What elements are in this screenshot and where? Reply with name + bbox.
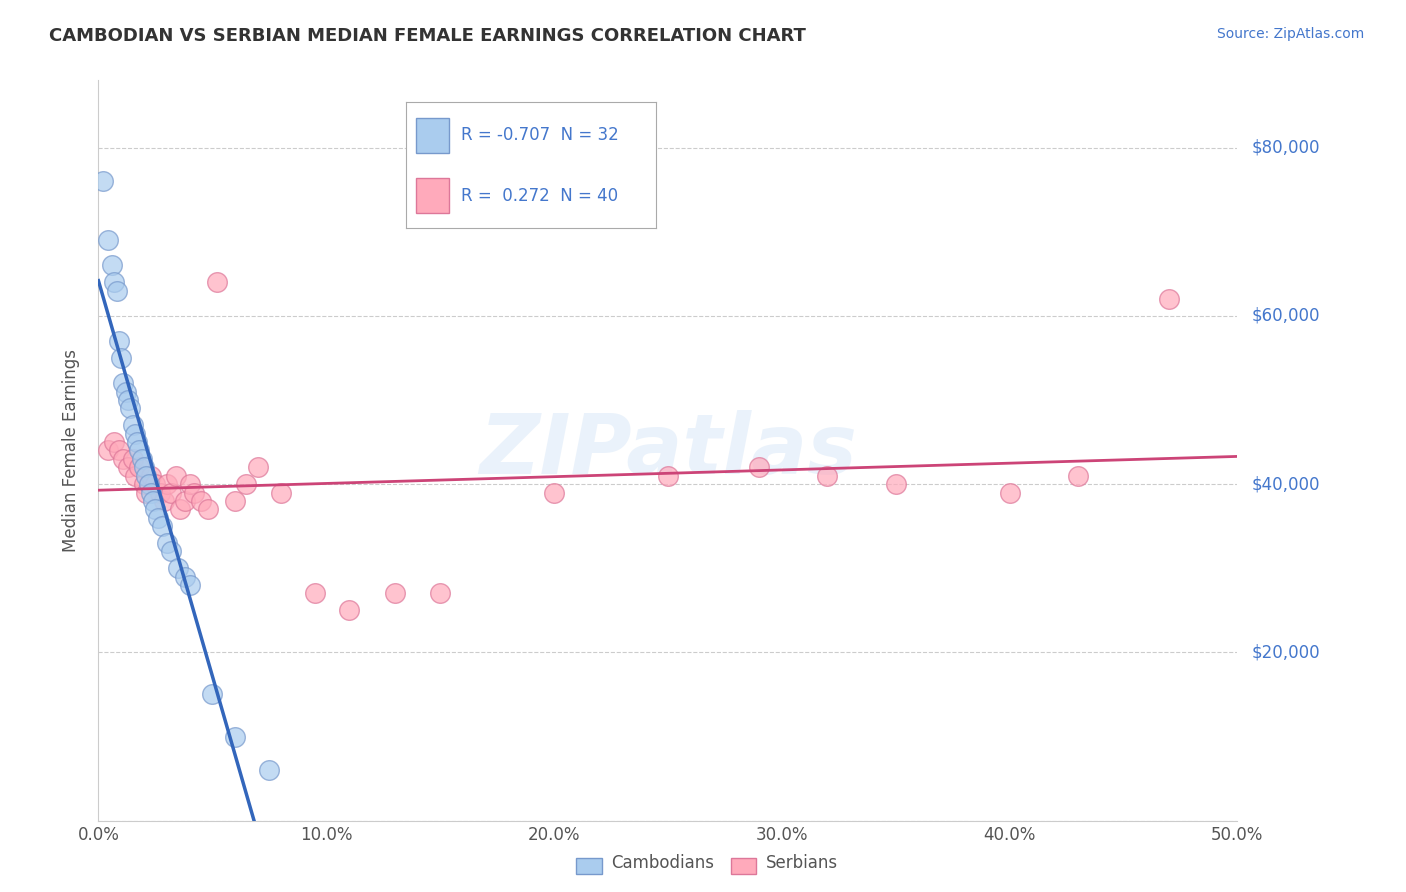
Point (103, 435, 125, 450)
Point (139, 485, 162, 500)
Point (384, 586, 406, 600)
Text: $20,000: $20,000 (1251, 643, 1320, 661)
Point (112, 451, 135, 466)
Point (135, 468, 157, 483)
Point (1157, 292, 1180, 306)
Point (121, 418, 143, 433)
Point (167, 561, 190, 575)
Point (657, 468, 679, 483)
Point (127, 435, 149, 450)
Point (998, 485, 1021, 500)
Point (135, 485, 157, 500)
Point (246, 460, 269, 475)
Text: ZIPatlas: ZIPatlas (479, 410, 856, 491)
Point (145, 502, 167, 516)
Point (748, 460, 770, 475)
Point (117, 392, 139, 407)
Point (132, 477, 155, 491)
Point (190, 494, 212, 508)
Point (101, 259, 124, 273)
Point (197, 502, 219, 516)
Point (179, 477, 201, 491)
Point (138, 477, 160, 491)
Point (169, 502, 191, 516)
Point (117, 460, 139, 475)
Point (156, 477, 179, 491)
Point (124, 426, 146, 441)
Point (142, 494, 165, 508)
Point (270, 485, 292, 500)
Point (96, 233, 118, 247)
Point (132, 460, 155, 475)
Text: CAMBODIAN VS SERBIAN MEDIAN FEMALE EARNINGS CORRELATION CHART: CAMBODIAN VS SERBIAN MEDIAN FEMALE EARNI… (49, 27, 806, 45)
Point (179, 578, 201, 592)
Text: Cambodians: Cambodians (612, 855, 714, 872)
Point (91, 174, 114, 188)
Point (815, 468, 838, 483)
Point (108, 443, 131, 458)
Point (103, 275, 125, 289)
Point (224, 730, 246, 744)
Point (429, 586, 451, 600)
Point (183, 485, 205, 500)
Point (160, 544, 183, 558)
Point (235, 477, 257, 491)
Point (259, 763, 281, 777)
Point (124, 468, 146, 483)
Point (121, 451, 143, 466)
Text: $80,000: $80,000 (1251, 138, 1320, 157)
Point (174, 569, 197, 583)
Text: $60,000: $60,000 (1251, 307, 1320, 325)
Point (112, 376, 135, 391)
Point (205, 275, 228, 289)
Point (145, 477, 167, 491)
Y-axis label: Median Female Earnings: Median Female Earnings (62, 349, 80, 552)
Point (543, 485, 565, 500)
Point (224, 494, 246, 508)
Point (128, 460, 150, 475)
Point (304, 586, 326, 600)
Point (337, 603, 360, 617)
Point (149, 485, 172, 500)
Text: $40,000: $40,000 (1251, 475, 1320, 493)
Point (128, 443, 150, 458)
Point (884, 477, 907, 491)
Point (150, 519, 173, 533)
Point (105, 284, 128, 298)
Point (96, 443, 118, 458)
Point (156, 536, 179, 550)
Text: Serbians: Serbians (766, 855, 838, 872)
Point (1067, 468, 1090, 483)
Point (160, 485, 183, 500)
Point (174, 494, 197, 508)
Point (201, 688, 224, 702)
Point (139, 468, 162, 483)
Point (114, 384, 136, 399)
Point (108, 334, 131, 348)
Point (131, 451, 153, 466)
Point (146, 510, 169, 524)
Point (165, 468, 187, 483)
Point (120, 401, 142, 416)
Point (153, 494, 176, 508)
Point (110, 351, 132, 365)
Text: Source: ZipAtlas.com: Source: ZipAtlas.com (1216, 27, 1364, 41)
